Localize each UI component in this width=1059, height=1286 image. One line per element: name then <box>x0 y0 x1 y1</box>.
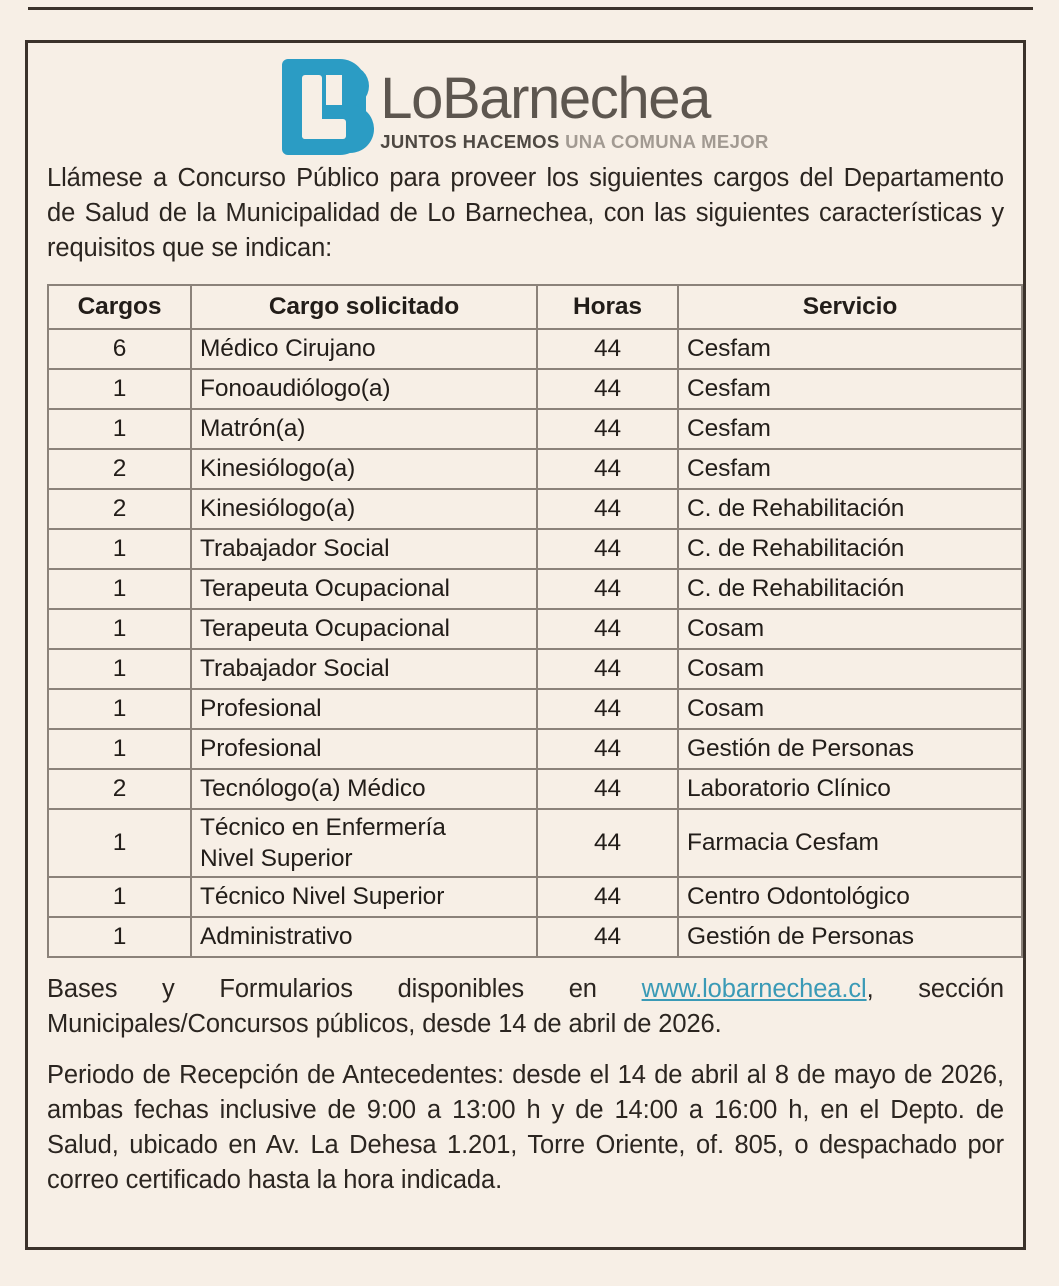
cell-cargos: 6 <box>47 328 192 370</box>
cell-cargos: 1 <box>47 408 192 450</box>
cell-horas: 44 <box>536 648 679 690</box>
cell-cargos: 1 <box>47 648 192 690</box>
table-row: 1 Fonoaudiólogo(a) 44 Cesfam <box>47 368 1023 410</box>
column-header-servicio: Servicio <box>677 284 1023 330</box>
cell-horas: 44 <box>536 808 679 878</box>
table-row: 2 Kinesiólogo(a) 44 C. de Rehabilitación <box>47 488 1023 530</box>
cell-horas: 44 <box>536 528 679 570</box>
public-notice-box: LoBarnechea JUNTOS HACEMOS UNA COMUNA ME… <box>25 40 1026 1250</box>
cell-horas: 44 <box>536 688 679 730</box>
table-row: 1 Administrativo 44 Gestión de Personas <box>47 916 1023 958</box>
cell-cargo-solicitado: Médico Cirujano <box>190 328 538 370</box>
cell-cargo-solicitado: Técnico Nivel Superior <box>190 876 538 918</box>
table-row: 1 Técnico Nivel Superior 44 Centro Odontoló… <box>47 876 1023 918</box>
cell-cargo-solicitado: Administrativo <box>190 916 538 958</box>
logo-tagline-light: UNA COMUNA MEJOR <box>565 131 769 152</box>
cell-cargo-solicitado: Terapeuta Ocupacional <box>190 608 538 650</box>
column-header-cargo-solicitado: Cargo solicitado <box>190 284 538 330</box>
cell-cargo-solicitado: Terapeuta Ocupacional <box>190 568 538 610</box>
cell-cargos: 1 <box>47 528 192 570</box>
cell-cargo-solicitado: Tecnólogo(a) Médico <box>190 768 538 810</box>
cell-cargos: 1 <box>47 876 192 918</box>
cell-cargos: 2 <box>47 768 192 810</box>
cell-servicio: Cosam <box>677 648 1023 690</box>
cell-horas: 44 <box>536 768 679 810</box>
cell-cargos: 1 <box>47 728 192 770</box>
column-header-cargos: Cargos <box>47 284 192 330</box>
positions-table: Cargos Cargo solicitado Horas Servicio 6… <box>47 284 1023 958</box>
table-row: 1 Profesional 44 Cosam <box>47 688 1023 730</box>
cell-cargo-solicitado: Trabajador Social <box>190 528 538 570</box>
cell-cargo-solicitado: Técnico en Enfermería Nivel Superior <box>190 808 538 878</box>
cell-servicio: Gestión de Personas <box>677 916 1023 958</box>
cell-cargo-solicitado: Profesional <box>190 688 538 730</box>
cell-cargo-solicitado: Fonoaudiólogo(a) <box>190 368 538 410</box>
cell-cargo-solicitado: Matrón(a) <box>190 408 538 450</box>
cell-servicio: C. de Rehabilitación <box>677 488 1023 530</box>
cell-cargo-solicitado: Trabajador Social <box>190 648 538 690</box>
cell-horas: 44 <box>536 876 679 918</box>
cell-horas: 44 <box>536 368 679 410</box>
cell-cargos: 1 <box>47 368 192 410</box>
logo-wordmark: LoBarnechea <box>380 66 711 131</box>
intro-paragraph: Llámese a Concurso Público para proveer … <box>47 164 1004 262</box>
cell-servicio: Centro Odontológico <box>677 876 1023 918</box>
logo-tagline-strong: JUNTOS HACEMOS <box>380 131 560 152</box>
cell-servicio: Cesfam <box>677 368 1023 410</box>
periodo-paragraph: Periodo de Recepción de Antecedentes: de… <box>47 1061 1004 1194</box>
cell-cargos: 1 <box>47 916 192 958</box>
lobarnechea-website-link[interactable]: www.lobarnechea.cl <box>641 975 867 1003</box>
cell-cargos: 1 <box>47 608 192 650</box>
cell-servicio: Gestión de Personas <box>677 728 1023 770</box>
cell-servicio: Cosam <box>677 608 1023 650</box>
column-header-horas: Horas <box>536 284 679 330</box>
cell-cargo-solicitado: Profesional <box>190 728 538 770</box>
municipality-logo: LoBarnechea JUNTOS HACEMOS UNA COMUNA ME… <box>47 43 1004 155</box>
cell-cargos: 2 <box>47 448 192 490</box>
cell-servicio: Cosam <box>677 688 1023 730</box>
lo-barnechea-lb-mark-icon <box>282 59 375 155</box>
bases-paragraph: Bases y Formularios disponibles en www.l… <box>47 972 1004 1042</box>
table-row: 1 Trabajador Social 44 C. de Rehabilitación <box>47 528 1023 570</box>
cell-servicio: Cesfam <box>677 448 1023 490</box>
cell-cargos: 1 <box>47 688 192 730</box>
cell-servicio: Cesfam <box>677 408 1023 450</box>
table-row: 1 Técnico en Enfermería Nivel Superior 44 Fa… <box>47 808 1023 878</box>
cell-servicio: C. de Rehabilitación <box>677 568 1023 610</box>
bases-text-before: Bases y Formularios disponibles en <box>47 975 642 1003</box>
cell-horas: 44 <box>536 608 679 650</box>
cell-horas: 44 <box>536 728 679 770</box>
cell-servicio: C. de Rehabilitación <box>677 528 1023 570</box>
logo-tagline: JUNTOS HACEMOS UNA COMUNA MEJOR <box>380 131 768 153</box>
table-row: 1 Trabajador Social 44 Cosam <box>47 648 1023 690</box>
cell-horas: 44 <box>536 328 679 370</box>
table-row: 2 Kinesiólogo(a) 44 Cesfam <box>47 448 1023 490</box>
positions-table-body: 6 Médico Cirujano 44 Cesfam 1 Fonoaudiólogo(a… <box>47 328 1023 958</box>
cell-horas: 44 <box>536 568 679 610</box>
cell-servicio: Cesfam <box>677 328 1023 370</box>
table-row: 2 Tecnólogo(a) Médico 44 Laboratorio Clínic… <box>47 768 1023 810</box>
cell-horas: 44 <box>536 448 679 490</box>
bases-text-after: , sección Municipales/Concursos públicos… <box>47 975 1005 1038</box>
cell-cargos: 1 <box>47 568 192 610</box>
cell-servicio: Laboratorio Clínico <box>677 768 1023 810</box>
cell-cargos: 1 <box>47 808 192 878</box>
cell-cargo-solicitado: Kinesiólogo(a) <box>190 488 538 530</box>
cell-cargo-solicitado: Kinesiólogo(a) <box>190 448 538 490</box>
table-header-row: Cargos Cargo solicitado Horas Servicio <box>47 284 1023 330</box>
table-row: 1 Terapeuta Ocupacional 44 Cosam <box>47 608 1023 650</box>
cell-horas: 44 <box>536 916 679 958</box>
logo-text-block: LoBarnechea JUNTOS HACEMOS UNA COMUNA ME… <box>380 70 768 155</box>
top-rule-divider <box>28 7 1033 10</box>
table-row: 1 Profesional 44 Gestión de Personas <box>47 728 1023 770</box>
table-row: 1 Terapeuta Ocupacional 44 C. de Rehabilita… <box>47 568 1023 610</box>
cell-cargos: 2 <box>47 488 192 530</box>
table-row: 1 Matrón(a) 44 Cesfam <box>47 408 1023 450</box>
cell-horas: 44 <box>536 488 679 530</box>
table-row: 6 Médico Cirujano 44 Cesfam <box>47 328 1023 370</box>
cell-servicio: Farmacia Cesfam <box>677 808 1023 878</box>
cell-horas: 44 <box>536 408 679 450</box>
